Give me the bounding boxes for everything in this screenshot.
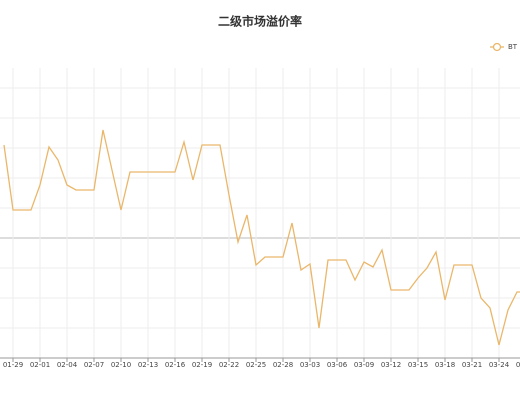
x-tick-label: 02-16	[165, 361, 186, 369]
x-tick-label: 02-22	[219, 361, 239, 369]
x-tick-label: 03-03	[300, 361, 320, 369]
x-tick-label: 03-21	[462, 361, 482, 369]
x-tick-label: 02-25	[246, 361, 266, 369]
x-tick-label: 03-15	[408, 361, 428, 369]
x-tick-label: 03-09	[354, 361, 374, 369]
x-tick-label: 01-29	[3, 361, 23, 369]
x-tick-label: 02-28	[273, 361, 293, 369]
x-tick-label: 03-27	[516, 361, 520, 369]
x-tick-label: 03-18	[435, 361, 455, 369]
x-tick-label: 02-01	[30, 361, 50, 369]
chart-title: 二级市场溢价率	[218, 14, 302, 29]
x-tick-label: 02-13	[138, 361, 158, 369]
x-tick-label: 03-06	[327, 361, 348, 369]
x-tick-label: 02-19	[192, 361, 212, 369]
x-tick-label: 02-10	[111, 361, 131, 369]
legend-icon	[492, 42, 502, 52]
legend-label: BT	[508, 43, 518, 51]
x-tick-label: 03-24	[489, 361, 510, 369]
line-series	[3, 129, 520, 346]
x-tick-label: 03-12	[381, 361, 401, 369]
x-tick-label: 02-07	[84, 361, 104, 369]
x-tick-label: 02-04	[57, 361, 78, 369]
